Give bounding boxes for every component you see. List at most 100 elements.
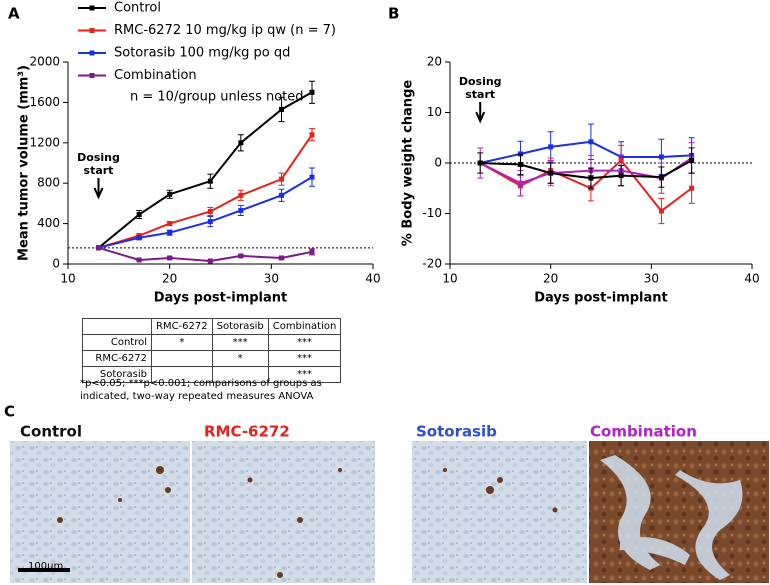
row-label: Control <box>82 334 152 351</box>
table-cell: * <box>211 350 269 367</box>
table-cell <box>211 366 269 383</box>
table-footnote: *p<0.05; ***p<0.001; comparisons of grou… <box>80 378 322 402</box>
data-point <box>238 253 244 259</box>
data-point <box>309 249 315 255</box>
scale-bar-label: 100µm <box>28 561 63 572</box>
series-line <box>98 134 313 249</box>
data-point <box>279 106 284 112</box>
data-point <box>167 221 173 227</box>
row-label: RMC-6272 <box>82 350 152 367</box>
data-point <box>689 157 695 163</box>
series-line <box>479 140 692 164</box>
y-tick-label: 800 <box>37 176 60 190</box>
data-point <box>309 89 315 95</box>
x-tick-label: 30 <box>644 272 659 286</box>
table-cell: * <box>151 334 213 351</box>
x-tick-label: 40 <box>365 272 380 286</box>
data-point <box>658 208 664 214</box>
y-tick-label: 10 <box>427 105 442 119</box>
data-point <box>279 176 284 182</box>
x-axis-label: Days post-implant <box>154 291 288 306</box>
annotation: Dosing <box>459 75 502 88</box>
data-point <box>207 208 213 214</box>
data-point <box>689 185 695 191</box>
image-label: Control <box>20 423 82 441</box>
data-point <box>588 175 594 181</box>
data-point <box>517 180 523 186</box>
x-tick-label: 10 <box>60 272 75 286</box>
table-cell: *** <box>267 366 342 383</box>
series-line <box>479 159 693 213</box>
legend-marker <box>89 28 95 33</box>
legend-marker <box>89 5 95 11</box>
data-point <box>207 258 213 264</box>
data-point <box>548 144 554 150</box>
x-axis-label: Days post-implant <box>534 291 668 306</box>
annotation: start <box>84 164 114 177</box>
corner-cell <box>82 318 152 335</box>
image-label: Combination <box>590 423 697 441</box>
histology-images <box>10 441 769 583</box>
data-point <box>548 170 554 176</box>
series-line <box>97 91 313 249</box>
legend-label: Sotorasib 100 mg/kg po qd <box>114 46 290 61</box>
data-point <box>279 192 284 198</box>
note: n = 10/group unless noted <box>130 90 304 105</box>
y-tick-label: 0 <box>52 257 60 271</box>
annotation: Dosing <box>77 151 120 164</box>
x-tick-label: 10 <box>442 272 457 286</box>
data-point <box>658 174 664 180</box>
annotation-arrow <box>93 178 104 200</box>
x-tick-label: 30 <box>264 272 279 286</box>
table-cell: *** <box>267 334 342 351</box>
data-point <box>136 212 142 218</box>
x-tick-label: 20 <box>162 272 177 286</box>
panel-label: C <box>4 403 15 421</box>
data-point <box>167 191 173 197</box>
data-point <box>658 154 664 160</box>
data-point <box>309 132 315 138</box>
table-cell: *** <box>267 350 342 367</box>
y-tick-label: 1200 <box>29 135 60 149</box>
data-point <box>167 255 173 261</box>
image-label: RMC-6272 <box>204 423 290 441</box>
y-tick-label: -20 <box>422 257 442 271</box>
data-point <box>167 230 173 236</box>
image-label: Sotorasib <box>416 423 497 441</box>
column-header: Combination <box>267 318 342 335</box>
column-header: RMC-6272 <box>151 318 213 335</box>
data-point <box>136 257 142 263</box>
y-tick-label: 400 <box>37 216 60 230</box>
y-tick-label: -10 <box>422 206 442 220</box>
x-tick-label: 40 <box>744 272 759 286</box>
table-cell <box>151 350 213 367</box>
annotation: start <box>465 88 495 101</box>
y-axis-label: Mean tumor volume (mm³) <box>17 65 32 261</box>
y-tick-label: 0 <box>434 156 442 170</box>
data-point <box>207 178 213 184</box>
legend-marker <box>89 50 95 56</box>
panel-label: B <box>388 5 399 23</box>
data-point <box>136 235 142 241</box>
data-point <box>207 219 213 225</box>
data-point <box>238 192 244 198</box>
data-point <box>96 245 101 251</box>
header-row: RMC-6272 Sotorasib Combination <box>82 318 342 335</box>
row-label: Sotorasib <box>82 366 152 383</box>
data-point <box>279 255 284 261</box>
column-header: Sotorasib <box>211 318 269 335</box>
data-point <box>477 160 483 166</box>
panel-label: A <box>8 5 20 23</box>
data-point <box>588 139 594 145</box>
legend-label: Combination <box>114 68 197 83</box>
y-tick-label: 20 <box>427 55 442 69</box>
data-point <box>517 162 523 168</box>
table-row: Sotorasib *** <box>82 366 342 383</box>
y-axis-label: % Body weight change <box>401 80 416 247</box>
legend-marker <box>89 73 95 78</box>
data-point <box>238 207 244 213</box>
y-tick-label: 1600 <box>29 95 60 109</box>
table-row: Control * *** *** <box>82 334 342 351</box>
